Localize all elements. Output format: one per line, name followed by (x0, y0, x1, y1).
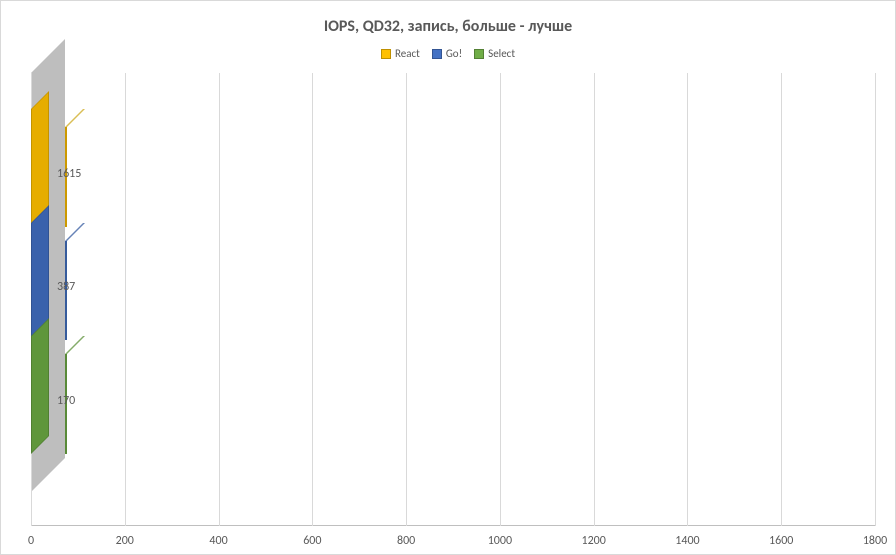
grid-line (500, 73, 501, 526)
bar-top-face (65, 336, 85, 354)
bar-value-label: 1615 (57, 167, 81, 181)
plot-area: 0200400600800100012001400160018001615387… (31, 73, 875, 526)
x-tick-label: 1200 (581, 534, 605, 548)
legend-swatch-react (381, 49, 391, 59)
x-tick-label: 1800 (863, 534, 887, 548)
bar-top-face (65, 223, 85, 241)
x-tick-label: 0 (28, 534, 34, 548)
chart-title: IOPS, QD32, запись, больше - лучше (1, 17, 895, 36)
x-tick-label: 200 (116, 534, 134, 548)
legend-item-go: Go! (432, 47, 462, 60)
bar-side-face (31, 318, 49, 454)
legend-swatch-go (432, 49, 442, 59)
bar-top-face (65, 109, 85, 127)
x-tick-label: 1000 (488, 534, 512, 548)
x-tick-label: 800 (397, 534, 415, 548)
legend-item-react: React (381, 47, 420, 60)
grid-line (875, 73, 876, 526)
x-axis-line (31, 525, 875, 526)
grid-line (781, 73, 782, 526)
grid-line (687, 73, 688, 526)
x-tick-label: 400 (209, 534, 227, 548)
chart-container: IOPS, QD32, запись, больше - лучше React… (0, 0, 896, 555)
legend-swatch-select (474, 49, 484, 59)
x-tick-label: 1600 (769, 534, 793, 548)
x-tick-label: 600 (303, 534, 321, 548)
bar-value-label: 170 (57, 394, 75, 408)
bar-value-label: 387 (57, 280, 75, 294)
legend-item-select: Select (474, 47, 515, 60)
legend-label-go: Go! (446, 47, 462, 60)
grid-line (312, 73, 313, 526)
x-tick-label: 1400 (675, 534, 699, 548)
grid-line (219, 73, 220, 526)
grid-line (594, 73, 595, 526)
legend-label-react: React (395, 47, 420, 60)
legend-label-select: Select (488, 47, 515, 60)
grid-line (125, 73, 126, 526)
grid-line (406, 73, 407, 526)
chart-legend: React Go! Select (1, 47, 895, 60)
